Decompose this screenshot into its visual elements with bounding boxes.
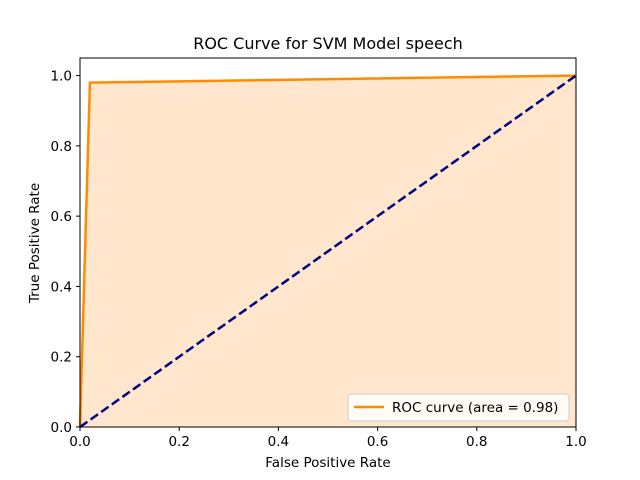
y-axis-ticks: 0.0 0.2 0.4 0.6 0.8 1.0 (51, 69, 80, 436)
y-tick-label: 0.6 (51, 209, 72, 225)
x-axis-label: False Positive Rate (265, 455, 390, 471)
legend-label-roc-curve: ROC curve (area = 0.98) (392, 400, 558, 416)
chance-diagonal-line (79, 74, 577, 429)
axes (79, 57, 577, 428)
x-tick-label: 0.8 (466, 434, 487, 450)
x-tick-label: 0.6 (367, 434, 388, 450)
y-tick-label: 0.8 (51, 139, 72, 155)
x-tick-label: 0.0 (69, 434, 90, 450)
y-tick-label: 1.0 (51, 69, 72, 85)
x-tick-label: 0.2 (168, 434, 189, 450)
y-axis-label: True Positive Rate (27, 183, 43, 304)
legend-box (347, 393, 570, 422)
x-tick-label: 1.0 (565, 434, 586, 450)
plot-area (78, 74, 577, 429)
x-axis-ticks: 0.0 0.2 0.4 0.6 0.8 1.0 (69, 427, 587, 450)
axes-frame (79, 57, 577, 428)
x-tick-label: 0.4 (268, 434, 289, 450)
y-tick-label: 0.2 (51, 350, 72, 366)
legend: ROC curve (area = 0.98) (347, 393, 570, 422)
roc-curve-line (78, 74, 577, 428)
y-tick-label: 0.4 (51, 279, 72, 295)
y-tick-label: 0.0 (51, 420, 72, 436)
chart-title: ROC Curve for SVM Model speech (193, 34, 463, 53)
